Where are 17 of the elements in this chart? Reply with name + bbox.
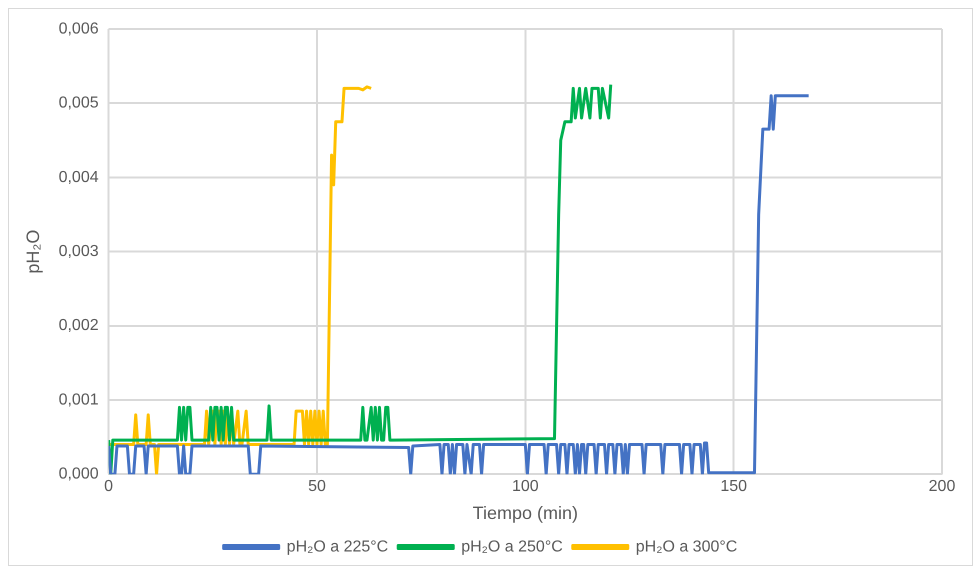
y-axis-title: pH₂O <box>22 230 43 274</box>
x-tick-label: 150 <box>720 478 748 496</box>
legend-label: pH₂O a 250°C <box>461 538 563 556</box>
y-tick-label: 0,004 <box>58 168 99 186</box>
x-tick-label: 50 <box>308 478 326 496</box>
legend-label: pH₂O a 225°C <box>286 538 388 556</box>
y-tick-label: 0,000 <box>58 466 99 483</box>
x-tick-label: 200 <box>928 478 956 496</box>
y-tick-label: 0,003 <box>58 243 99 260</box>
x-axis-title: Tiempo (min) <box>472 503 578 524</box>
y-tick-label: 0,006 <box>58 20 99 38</box>
y-tick-label: 0,005 <box>58 94 99 112</box>
x-tick-label: 0 <box>104 478 114 496</box>
x-tick-label: 100 <box>512 478 539 496</box>
y-tick-label: 0,002 <box>58 317 99 334</box>
y-tick-label: 0,001 <box>58 391 99 408</box>
legend-label: pH₂O a 300°C <box>636 538 738 556</box>
